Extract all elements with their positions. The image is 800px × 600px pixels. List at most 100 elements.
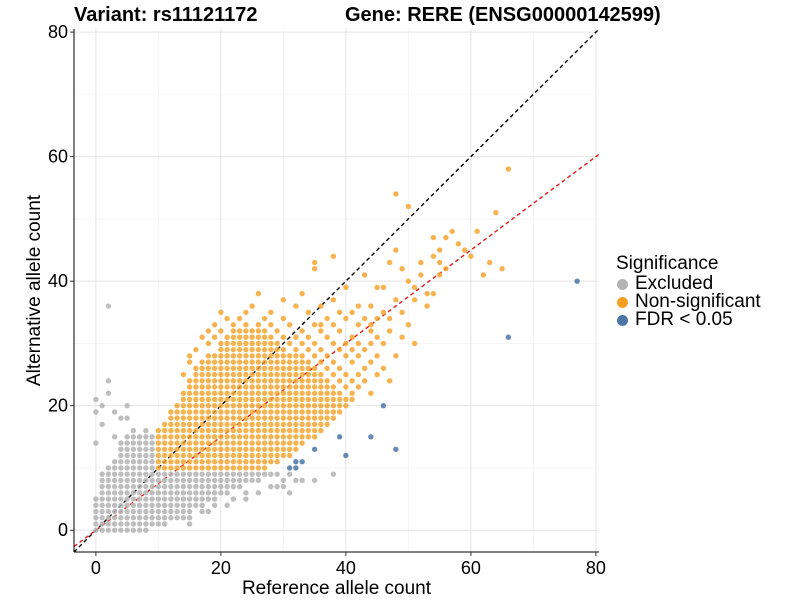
- data-point: [211, 483, 218, 490]
- data-point: [280, 315, 287, 322]
- data-point: [305, 384, 312, 390]
- data-point: [230, 334, 237, 340]
- data-point: [268, 421, 274, 428]
- data-point: [274, 409, 280, 415]
- data-point: [224, 409, 230, 415]
- data-point: [280, 434, 287, 440]
- data-point: [218, 353, 224, 359]
- data-point: [180, 452, 187, 459]
- data-point: [243, 446, 249, 452]
- data-point: [161, 427, 168, 434]
- data-point: [99, 421, 105, 428]
- data-point: [393, 353, 399, 359]
- axis-layer: 0 20 40 60 80 0 20 40 60 80 Reference allele count…: [24, 22, 606, 599]
- data-point: [299, 384, 305, 390]
- data-point: [193, 477, 199, 484]
- data-point: [305, 396, 312, 403]
- data-point: [355, 303, 362, 309]
- data-point: [118, 508, 124, 515]
- data-point: [280, 477, 287, 484]
- data-point: [274, 471, 280, 477]
- data-point: [168, 440, 174, 446]
- data-point: [230, 396, 237, 403]
- data-point: [224, 490, 230, 496]
- data-point: [136, 496, 143, 502]
- data-point: [186, 402, 193, 409]
- data-point: [199, 396, 205, 403]
- data-point: [243, 378, 249, 384]
- data-point: [199, 508, 205, 515]
- reference-line-identity: [74, 29, 599, 552]
- data-point: [174, 402, 180, 409]
- data-point: [249, 328, 255, 334]
- data-point: [174, 515, 180, 521]
- data-point: [261, 353, 268, 359]
- data-point: [149, 496, 155, 502]
- data-point: [236, 427, 243, 434]
- y-axis-title: Alternative allele count: [24, 194, 45, 386]
- data-point: [255, 465, 262, 471]
- data-point: [249, 471, 255, 477]
- data-point: [180, 465, 187, 471]
- data-point: [224, 315, 230, 322]
- data-point: [205, 508, 212, 515]
- data-point: [286, 452, 293, 459]
- data-point: [155, 452, 162, 459]
- data-point: [349, 334, 355, 340]
- data-point: [155, 508, 162, 515]
- data-point: [280, 396, 287, 403]
- data-point: [130, 502, 137, 509]
- data-point: [205, 452, 212, 459]
- data-point: [280, 371, 287, 378]
- data-point: [330, 322, 337, 328]
- data-point: [236, 371, 243, 378]
- data-point: [230, 353, 237, 359]
- data-point: [105, 471, 112, 477]
- data-point: [155, 521, 162, 527]
- data-point: [180, 515, 187, 521]
- data-point: [255, 322, 262, 328]
- data-point: [311, 259, 318, 266]
- data-point: [368, 390, 374, 396]
- data-point: [274, 396, 280, 403]
- legend-dot-excluded: [617, 278, 628, 290]
- data-point: [186, 434, 193, 440]
- data-point: [336, 378, 343, 384]
- data-point: [318, 409, 324, 415]
- data-point: [318, 415, 324, 421]
- data-point: [324, 353, 330, 359]
- data-point: [211, 322, 218, 328]
- data-point: [324, 384, 330, 390]
- data-point: [286, 353, 293, 359]
- data-point: [324, 334, 330, 340]
- data-point: [193, 390, 199, 396]
- data-point: [255, 415, 262, 421]
- data-point: [311, 446, 318, 452]
- data-point: [199, 384, 205, 390]
- data-point: [124, 502, 130, 509]
- data-point: [174, 471, 180, 477]
- data-point: [236, 440, 243, 446]
- data-point: [249, 402, 255, 409]
- data-point: [218, 440, 224, 446]
- data-point: [418, 272, 424, 278]
- data-point: [205, 378, 212, 384]
- data-point: [249, 359, 255, 365]
- data-point: [130, 434, 137, 440]
- data-point: [261, 334, 268, 340]
- data-point: [99, 515, 105, 521]
- data-point: [180, 390, 187, 396]
- data-point: [168, 508, 174, 515]
- data-point: [168, 471, 174, 477]
- data-point: [130, 459, 137, 465]
- data-point: [155, 465, 162, 471]
- data-point: [268, 452, 274, 459]
- data-point: [199, 378, 205, 384]
- data-point: [205, 434, 212, 440]
- data-point: [118, 471, 124, 477]
- data-point: [299, 415, 305, 421]
- data-point: [299, 340, 305, 347]
- data-point: [293, 365, 299, 372]
- data-point: [268, 434, 274, 440]
- data-point: [361, 346, 368, 353]
